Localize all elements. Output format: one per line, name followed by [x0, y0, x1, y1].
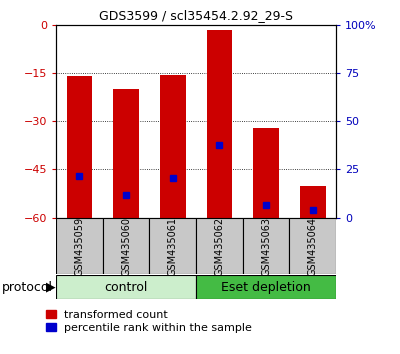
- Text: GSM435062: GSM435062: [214, 216, 224, 276]
- Text: GSM435064: GSM435064: [308, 217, 318, 275]
- Bar: [103, 218, 149, 274]
- Bar: [113, 89, 139, 218]
- Bar: [206, 30, 232, 218]
- Bar: [243, 218, 289, 274]
- Bar: [149, 218, 196, 274]
- Bar: [196, 218, 243, 274]
- Text: control: control: [104, 281, 148, 293]
- Bar: [289, 218, 336, 274]
- Bar: [56, 275, 196, 299]
- Text: GSM435063: GSM435063: [261, 217, 271, 275]
- Text: ▶: ▶: [46, 281, 56, 293]
- Title: GDS3599 / scl35454.2.92_29-S: GDS3599 / scl35454.2.92_29-S: [99, 9, 293, 22]
- Text: GSM435061: GSM435061: [168, 217, 178, 275]
- Text: GSM435059: GSM435059: [74, 216, 84, 276]
- Legend: transformed count, percentile rank within the sample: transformed count, percentile rank withi…: [46, 310, 252, 333]
- Bar: [56, 218, 103, 274]
- Text: Eset depletion: Eset depletion: [221, 281, 311, 293]
- Text: GSM435060: GSM435060: [121, 217, 131, 275]
- Bar: [160, 75, 186, 218]
- Bar: [253, 128, 279, 218]
- Bar: [196, 275, 336, 299]
- Bar: [66, 76, 92, 218]
- Bar: [300, 185, 326, 218]
- Text: protocol: protocol: [2, 281, 53, 293]
